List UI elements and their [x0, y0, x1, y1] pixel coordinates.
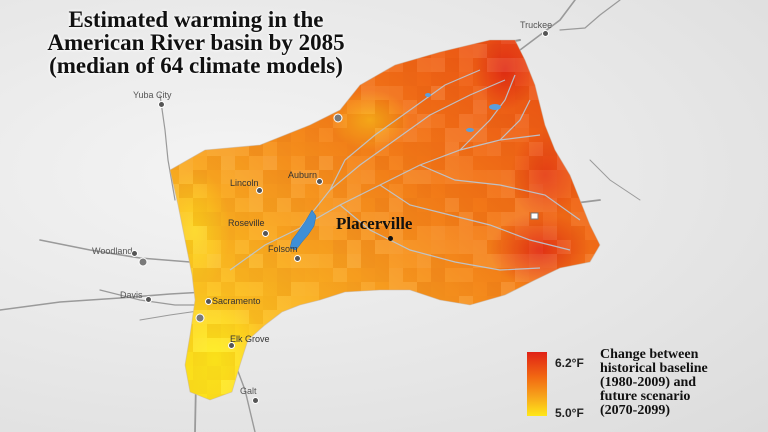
- reservoir-1: [489, 104, 501, 110]
- city-dot-placerville: [388, 236, 393, 241]
- city-dot-folsom: [294, 255, 301, 262]
- city-label-auburn: Auburn: [288, 170, 318, 180]
- city-label-roseville: Roseville: [228, 218, 265, 228]
- title-line-2: American River basin by 2085: [47, 30, 345, 55]
- city-dot-elk-grove: [228, 342, 235, 349]
- city-label-truckee: Truckee: [520, 20, 553, 30]
- city-label-elk-grove: Elk Grove: [230, 334, 270, 344]
- map-title: Estimated warming in the American River …: [6, 8, 386, 77]
- city-label-folsom: Folsom: [268, 244, 298, 254]
- city-label-woodland: Woodland: [92, 246, 133, 256]
- city-dot-galt: [252, 397, 259, 404]
- legend-line-5: (2070-2099): [600, 403, 670, 418]
- legend-line-1: Change between: [600, 347, 699, 362]
- city-dot-roseville: [262, 230, 269, 237]
- legend-min-label: 5.0°F: [555, 406, 584, 420]
- city-dot-davis: [145, 296, 152, 303]
- legend-line-3: (1980-2009) and: [600, 375, 697, 390]
- reservoir-2: [466, 128, 474, 132]
- city-dot-auburn: [316, 178, 323, 185]
- city-label-lincoln: Lincoln: [230, 178, 259, 188]
- highway-shields: [138, 113, 539, 323]
- city-label-galt: Galt: [240, 386, 257, 396]
- title-line-3: (median of 64 climate models): [49, 53, 343, 78]
- city-dot-lincoln: [256, 187, 263, 194]
- city-dot-sacramento: [205, 298, 212, 305]
- title-line-1: Estimated warming in the: [68, 7, 324, 32]
- legend-description: Change between historical baseline (1980…: [600, 348, 765, 418]
- legend-max-label: 6.2°F: [555, 356, 584, 370]
- city-dot-truckee: [542, 30, 549, 37]
- reservoir-3: [425, 93, 431, 97]
- city-label-davis: Davis: [120, 290, 143, 300]
- folsom-lake: [289, 209, 317, 251]
- legend-line-2: historical baseline: [600, 361, 708, 376]
- city-label-placerville: Placerville: [336, 214, 413, 233]
- city-dot-woodland: [131, 250, 138, 257]
- city-dot-yuba-city: [158, 101, 165, 108]
- legend-line-4: future scenario: [600, 389, 691, 404]
- city-label-sacramento: Sacramento: [212, 296, 261, 306]
- city-label-yuba-city: Yuba City: [133, 90, 172, 100]
- legend-color-bar: [527, 352, 547, 416]
- river-network: [229, 69, 581, 271]
